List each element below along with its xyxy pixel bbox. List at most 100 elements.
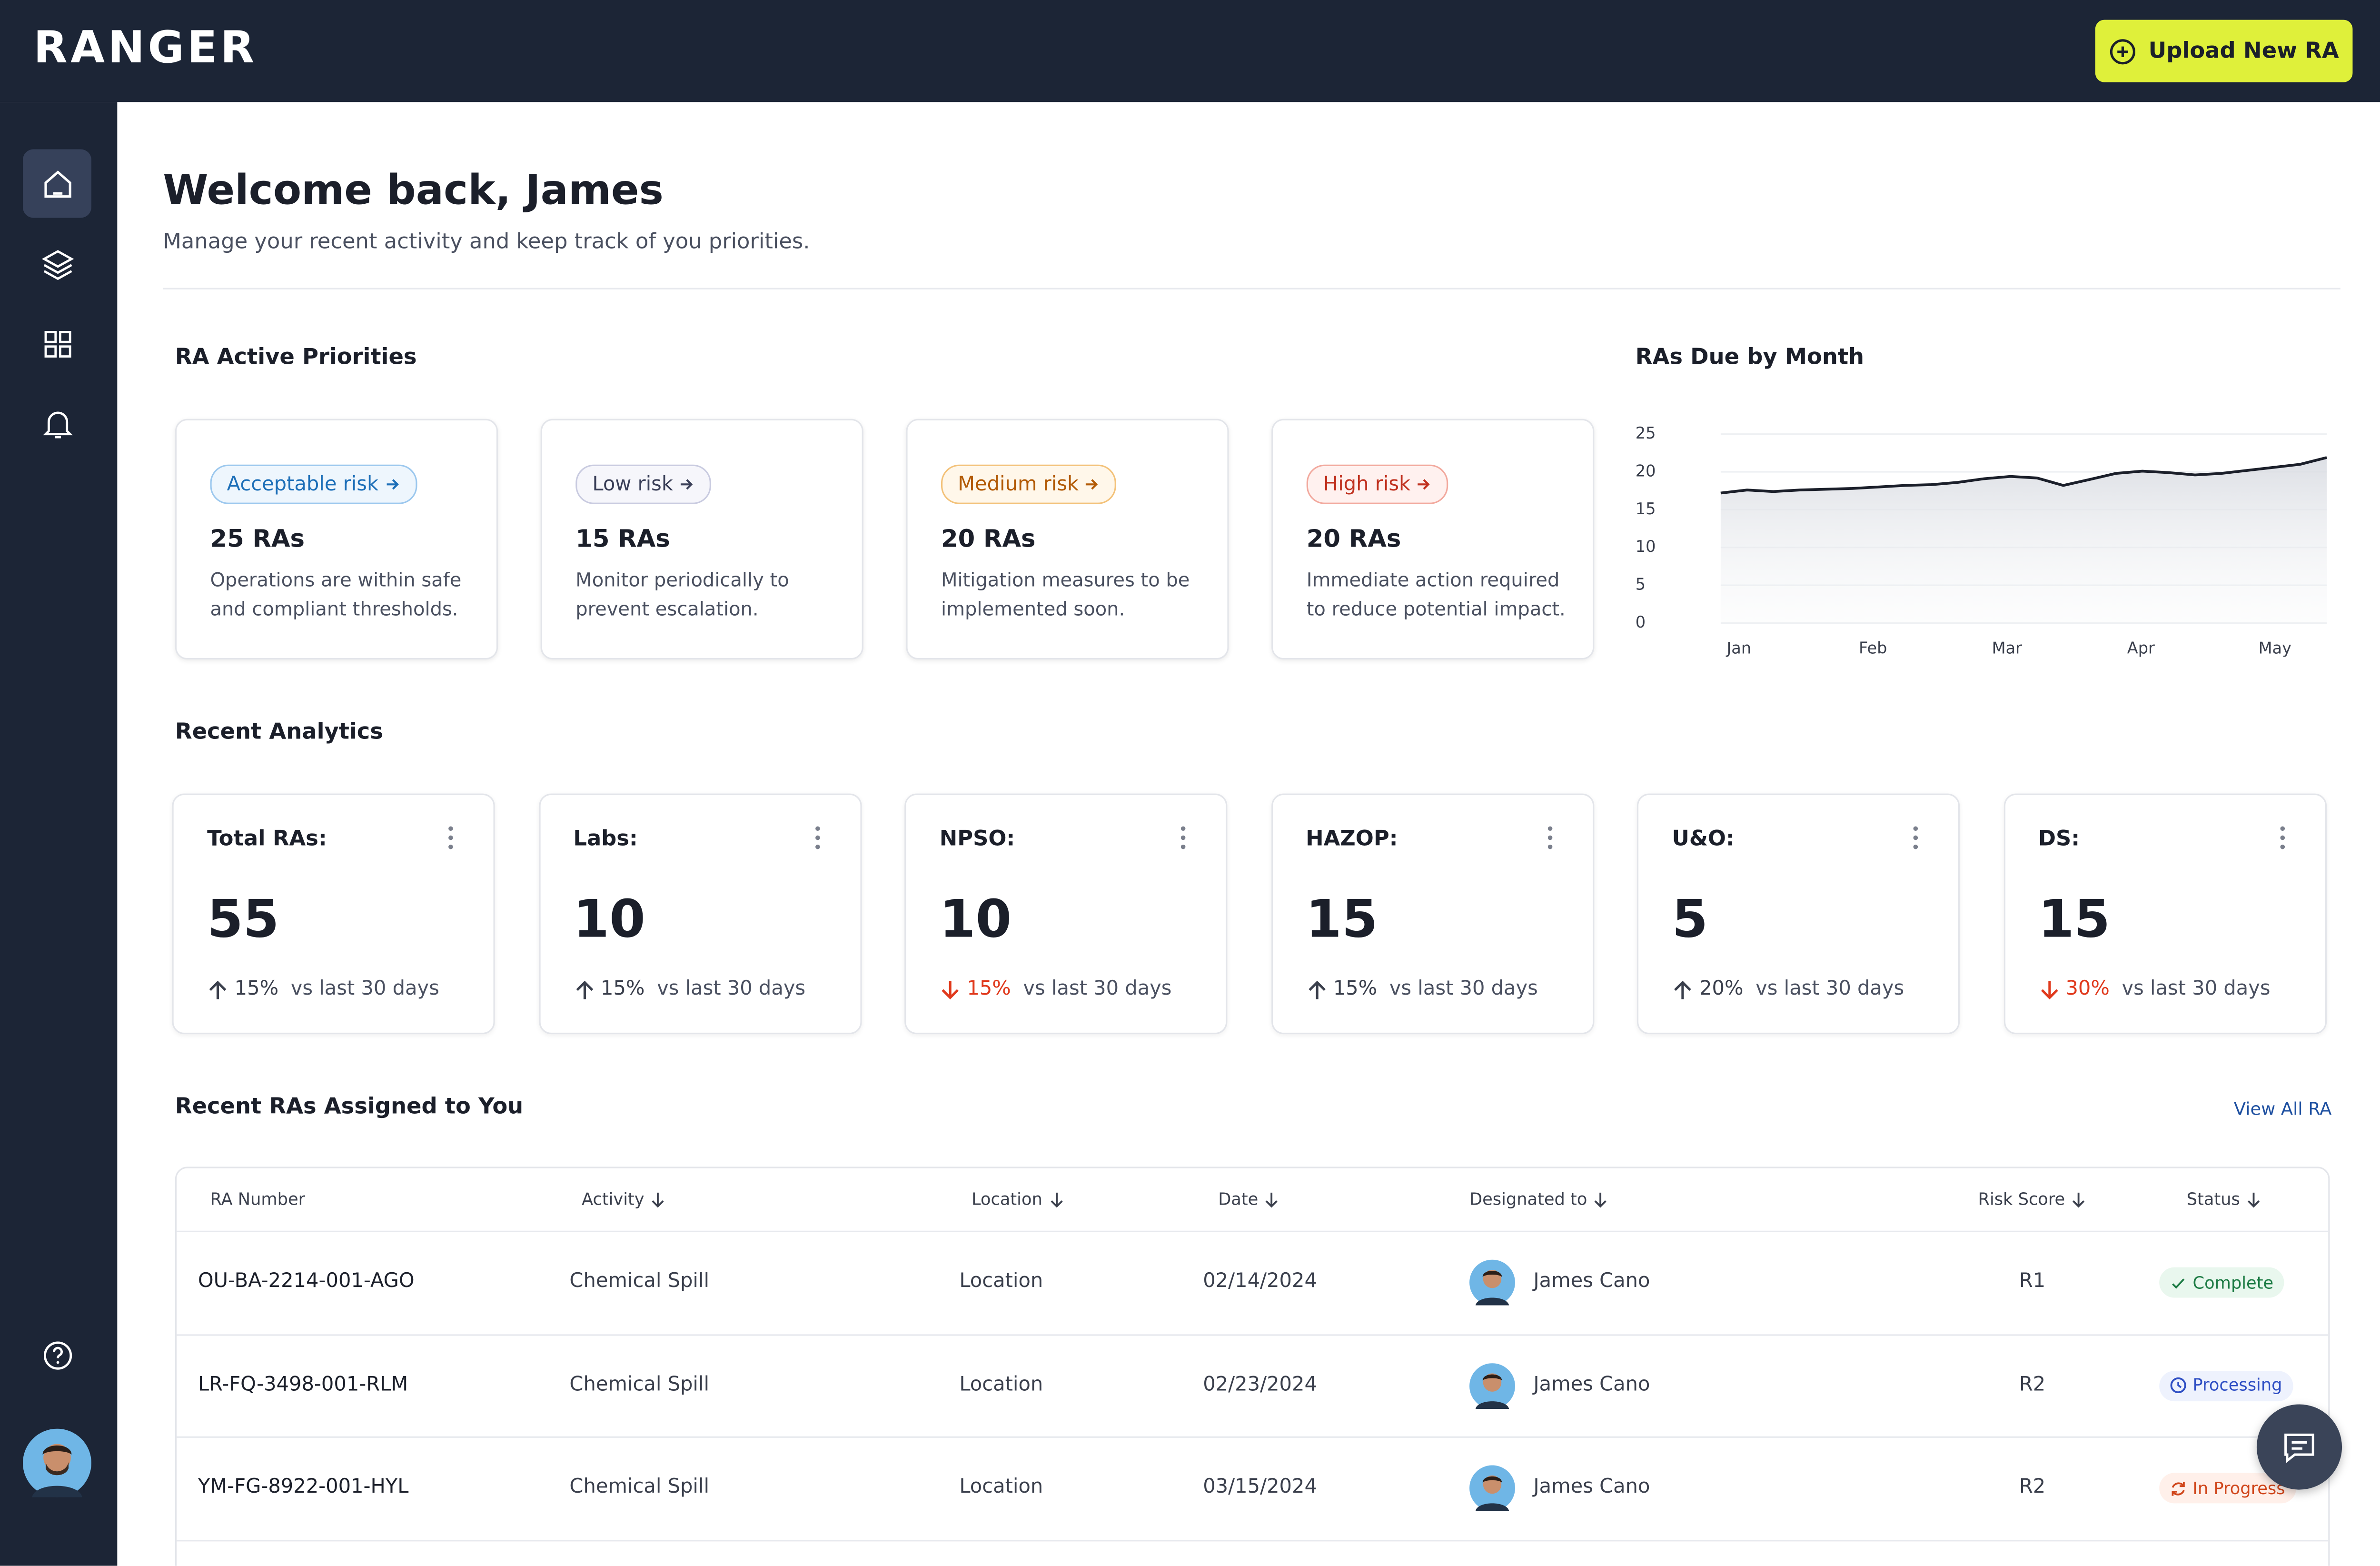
risk-badge[interactable]: Medium risk — [941, 464, 1117, 504]
dot — [1913, 826, 1918, 831]
sort-icon — [1266, 1192, 1278, 1208]
arrow — [1086, 479, 1099, 490]
dot — [1547, 844, 1552, 849]
cell: Location — [959, 1476, 1043, 1499]
risk-text: Monitor periodically to prevent escalati… — [575, 568, 789, 620]
dot — [2279, 826, 2284, 831]
arrow — [1674, 980, 1691, 998]
menu-dots[interactable] — [814, 826, 820, 850]
column-header[interactable]: Activity — [582, 1189, 665, 1209]
dot — [2279, 835, 2284, 840]
y-tick-label: 25 — [1636, 424, 1656, 442]
menu-dots[interactable] — [1180, 826, 1186, 850]
arrow-icon — [680, 479, 693, 490]
menu-dots[interactable] — [2279, 826, 2285, 850]
priority-card: Low risk 15 RAs Monitor periodically to pr… — [540, 419, 863, 660]
risk-count: 25 RAs — [210, 524, 305, 553]
card-value: 15 — [2038, 889, 2111, 951]
risk-badge[interactable]: Low risk — [575, 464, 711, 504]
upload-label: Upload New RA — [2148, 39, 2339, 63]
dot — [1180, 844, 1186, 849]
change-row: 15% vs last 30 days — [940, 978, 1172, 1001]
analytics-card: DS: 15 30% vs last 30 days — [2003, 793, 2326, 1035]
risk-text: Operations are within safe and compliant… — [210, 568, 462, 620]
card-label: HAZOP: — [1306, 827, 1398, 852]
chat-button[interactable] — [2256, 1404, 2342, 1490]
section-title: Recent Analytics — [175, 720, 383, 745]
arrow — [942, 980, 959, 999]
dot — [448, 835, 453, 840]
column-header[interactable]: Date — [1218, 1189, 1279, 1209]
menu-dots[interactable] — [448, 826, 454, 850]
status-badge: Complete — [2159, 1267, 2284, 1298]
y-tick-label: 5 — [1636, 575, 1646, 594]
column-header[interactable]: Risk Score — [1978, 1189, 2086, 1209]
dot — [1180, 835, 1186, 840]
cell: Location — [959, 1270, 1043, 1293]
risk-count: 20 RAs — [941, 524, 1036, 553]
icon — [2170, 1377, 2186, 1394]
view-all-link[interactable]: View All RA — [2233, 1098, 2332, 1120]
nav-alerts[interactable] — [23, 389, 91, 457]
ra-table: RA Number Activity Location Date Designated … — [175, 1167, 2330, 1566]
avatar-body — [1475, 1503, 1509, 1511]
change-row: 15% vs last 30 days — [573, 978, 805, 1001]
arrow — [680, 479, 693, 490]
status-label: Processing — [2192, 1375, 2282, 1396]
risk-badge[interactable]: High risk — [1306, 464, 1449, 504]
column-header[interactable]: Status — [2187, 1189, 2261, 1209]
status-icon — [2172, 1277, 2185, 1288]
change-row: 30% vs last 30 days — [2038, 978, 2271, 1001]
x-tick-label: Feb — [1859, 638, 1887, 657]
risk-text: Immediate action required to reduce pote… — [1306, 568, 1566, 620]
badge-label: Medium risk — [958, 473, 1079, 496]
avatar-hair — [1482, 1373, 1502, 1380]
change-value: 15% — [234, 978, 279, 1001]
arrow — [2040, 980, 2058, 999]
arrow-up — [1308, 980, 1325, 998]
cell: OU-BA-2214-001-AGO — [198, 1270, 415, 1293]
change-value: 20% — [1699, 978, 1744, 1001]
dot — [1913, 835, 1918, 840]
change-row: 15% vs last 30 days — [207, 978, 439, 1001]
cell: Location — [959, 1373, 1043, 1396]
nav-help[interactable] — [23, 1321, 91, 1389]
user-avatar[interactable] — [22, 1428, 91, 1497]
column-header[interactable]: Designated to — [1469, 1189, 1608, 1209]
cell: R2 — [2019, 1476, 2046, 1499]
change-value: 15% — [1333, 978, 1378, 1001]
nav-layers[interactable] — [23, 229, 91, 297]
arrow — [386, 479, 398, 490]
sidebar — [0, 102, 118, 1566]
menu-dots[interactable] — [1547, 826, 1553, 850]
priority-card: Medium risk 20 RAs Mitigation measures to … — [906, 419, 1229, 660]
risk-badge[interactable]: Acceptable risk — [210, 464, 417, 504]
dot — [1547, 835, 1552, 840]
card-label: DS: — [2038, 827, 2080, 852]
nav-grid[interactable] — [23, 309, 91, 378]
sort-icon — [1595, 1192, 1607, 1208]
menu-dots[interactable] — [1913, 826, 1919, 850]
nav-home[interactable] — [22, 149, 91, 218]
column-label: Activity — [582, 1189, 645, 1210]
cell: 02/23/2024 — [1203, 1373, 1317, 1396]
analytics-card: HAZOP: 15 15% vs last 30 days — [1270, 793, 1594, 1035]
risk-count: 15 RAs — [575, 524, 670, 553]
brand: RANGER — [33, 21, 258, 73]
y-tick-label: 0 — [1636, 613, 1646, 631]
column-label: RA Number — [210, 1189, 306, 1210]
sort-icon — [1050, 1192, 1062, 1208]
dot — [1180, 826, 1186, 831]
change-suffix: vs last 30 days — [1023, 978, 1172, 1001]
table-row: OU-BA-2214-001-AGO Chemical Spill Location… — [177, 1230, 2329, 1335]
column-header[interactable]: Location — [972, 1189, 1064, 1209]
arrow — [1418, 479, 1430, 490]
arrow — [1266, 1192, 1278, 1208]
dot — [448, 826, 453, 831]
priority-card: High risk 20 RAs Immediate action required… — [1271, 419, 1595, 660]
cell: James Cano — [1533, 1476, 1650, 1499]
avatar-body — [1475, 1400, 1509, 1408]
upload-button[interactable]: Upload New RA — [2095, 20, 2353, 82]
change-row: 15% vs last 30 days — [1306, 978, 1538, 1001]
